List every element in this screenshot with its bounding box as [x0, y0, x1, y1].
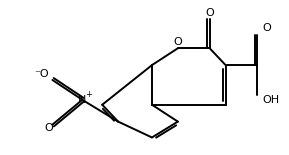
Text: O: O [44, 123, 53, 133]
Text: O: O [262, 23, 271, 33]
Text: +: + [85, 90, 92, 99]
Text: ⁻O: ⁻O [34, 69, 49, 79]
Text: O: O [205, 8, 214, 18]
Text: N: N [78, 95, 86, 105]
Text: O: O [173, 37, 182, 47]
Text: OH: OH [262, 95, 279, 105]
